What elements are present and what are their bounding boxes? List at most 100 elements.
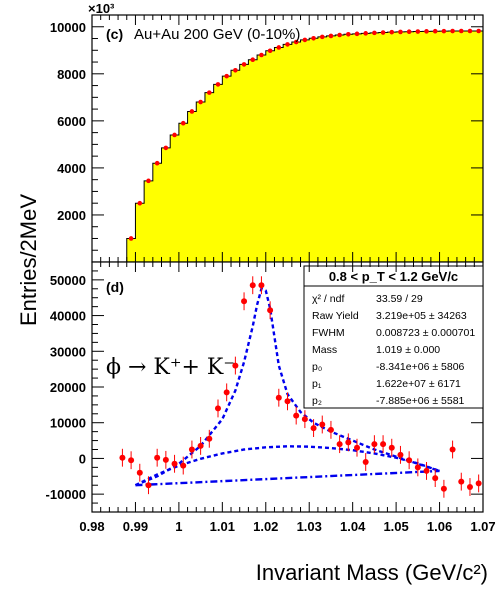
data-marker [197,442,204,449]
data-marker [284,398,291,405]
data-marker [388,444,395,451]
data-point [258,276,265,295]
data-marker [458,478,465,485]
stats-value: -8.341e+06 ± 5806 [376,361,465,373]
stats-label: p₀ [312,361,322,373]
data-marker [128,457,135,464]
data-point [171,454,178,473]
y-tick-label: 50000 [50,273,86,288]
data-point [388,438,395,457]
data-point [162,450,169,469]
data-marker [162,456,169,463]
stats-box-frame [303,265,484,409]
data-point [249,276,256,295]
y-tick-label: -10000 [46,487,86,502]
x-tick-label: 1.02 [253,519,278,534]
data-marker [249,282,256,289]
stats-box: 0.8 < p_T < 1.2 GeV/c χ² / ndf 33.59 / 29 R… [303,265,484,409]
data-marker [414,464,421,471]
data-marker [258,282,265,289]
data-marker [214,405,221,412]
data-point [371,435,378,454]
y-tick-label: 6000 [57,114,86,129]
data-marker [406,457,413,464]
histogram-bin-marker [476,28,481,34]
data-marker [327,426,334,433]
data-point [145,476,152,495]
histogram-bin-marker [319,34,325,40]
data-point [284,392,291,411]
data-point [414,458,421,477]
y-tick-label: 20000 [50,380,86,395]
y-multiplier: ×10³ [88,1,115,16]
stats-value: 1.019 ± 0.000 [376,344,440,356]
histogram-bin-marker [467,28,473,34]
data-point [354,438,361,457]
data-marker [293,412,300,419]
data-marker [354,444,361,451]
data-marker [371,441,378,448]
y-tick-label: 8000 [57,67,86,82]
reaction-label: ϕ → K⁺+ K⁻ [106,355,235,380]
histogram-bin-marker [389,29,395,35]
histogram-bin-marker [398,29,403,35]
data-point [327,420,334,439]
x-tick-label: 1.06 [427,519,452,534]
data-point [423,462,430,480]
histogram-bin-marker [458,28,464,34]
x-axis-title: Invariant Mass (GeV/c²) [256,560,488,585]
histogram-fill [126,30,484,263]
data-point [188,440,195,459]
data-marker [136,469,143,476]
data-point [362,453,369,471]
histogram-bin-marker [267,48,273,54]
histogram-bin-marker [302,37,308,43]
panel-c-histogram: 2000 4000 6000 8000 10000×10³ (c) Au+Au 200 Ge… [50,1,484,263]
histogram-bin-marker [198,99,203,105]
histogram-bin-marker [415,29,421,34]
data-marker [310,425,317,432]
y-tick-label: 0 [79,451,86,466]
histogram-bin-marker [233,67,238,73]
data-point [197,437,204,455]
data-marker [397,451,404,458]
panel-d-fit: -10000 0 10000 20000 30000 40000 50000 (d) ϕ → K… [46,261,484,513]
data-marker [180,462,187,469]
x-tick-label: 0.99 [123,519,148,534]
data-point [310,419,317,437]
histogram-bin-marker [128,236,134,241]
histogram-bin-marker [215,82,221,87]
data-marker [432,475,439,482]
x-tick-label: 0.98 [79,519,104,534]
histogram-bin-marker [172,132,177,138]
x-tick-label: 1.05 [383,519,408,534]
panel-d-tag: (d) [106,279,124,295]
data-point [267,301,274,320]
y-axis-title: Entries/2MeV [16,194,41,326]
y-tick-label: 2000 [57,208,86,223]
data-marker [362,459,369,465]
stats-value: -7.885e+06 ± 5581 [376,395,465,407]
stats-box-header: 0.8 < p_T < 1.2 GeV/c [329,269,458,284]
system-label: Au+Au 200 GeV (0-10%) [134,26,300,43]
data-point [128,451,135,470]
data-point [440,479,447,498]
data-marker [466,484,473,490]
data-point [206,429,213,448]
stats-value: 3.219e+05 ± 34263 [376,310,467,322]
data-point [345,433,352,452]
histogram-bin-marker [285,42,290,47]
data-point [301,410,308,429]
y-tick-label: 10000 [50,416,86,431]
data-marker [145,482,152,489]
data-marker [440,485,447,492]
histogram-bin-marker [180,120,186,126]
histogram-bin-marker [276,45,282,50]
stats-label: p₁ [312,378,322,390]
data-marker [154,454,161,461]
data-marker [423,467,430,474]
histogram-bin-marker [154,160,160,166]
histogram-bin-marker [250,57,256,62]
histogram-bin-marker [163,145,169,151]
